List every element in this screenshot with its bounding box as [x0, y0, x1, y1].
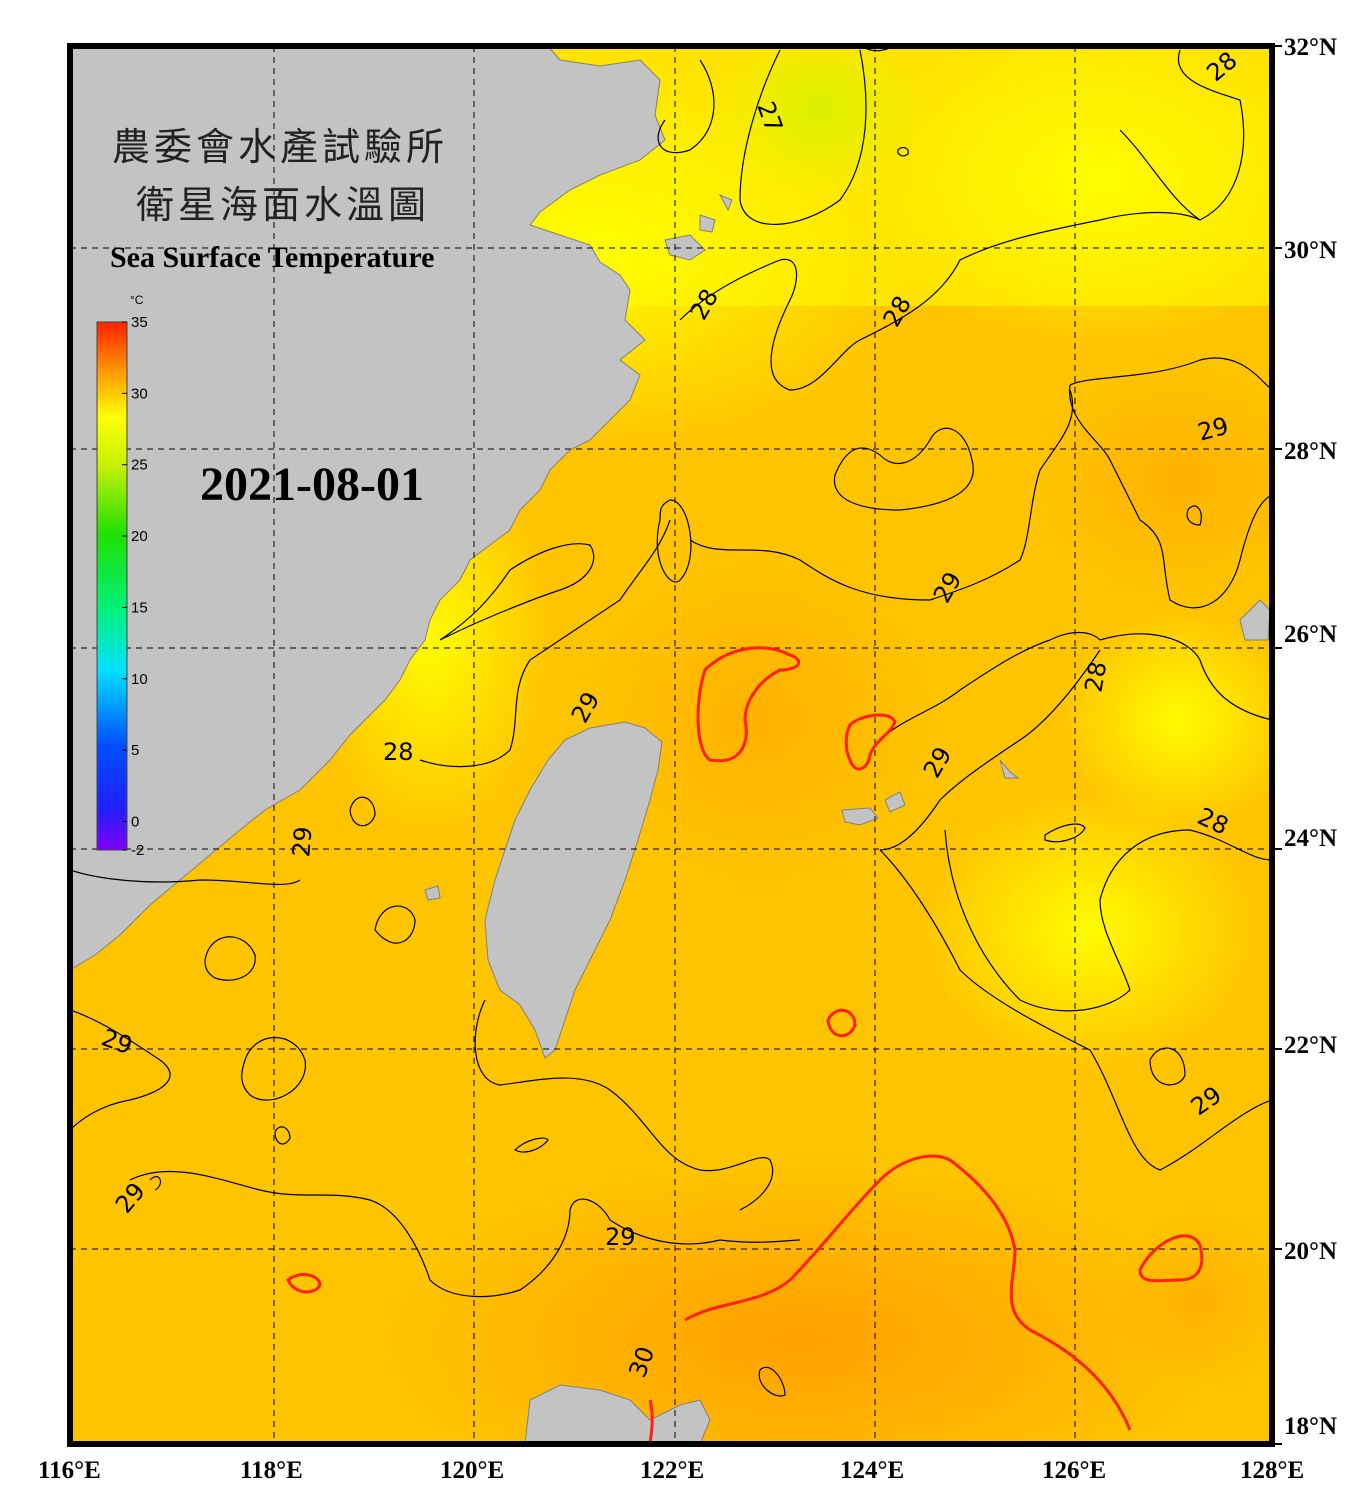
lon-label-120: 120°E [440, 1457, 504, 1484]
colorbar-ticks: 35 30 25 20 15 10 5 0 -2 [122, 314, 148, 859]
lon-label-128: 128°E [1240, 1457, 1304, 1484]
luzon-island [524, 1384, 711, 1444]
lon-label-126: 126°E [1042, 1457, 1106, 1484]
contour-label: 29 [287, 825, 318, 858]
colorbar-tick-label: 0 [131, 813, 139, 830]
longitude-labels: 116°E 118°E 120°E 122°E 124°E 126°E 128°… [38, 1457, 1304, 1484]
land-layer [70, 46, 1271, 1444]
title-english: Sea Surface Temperature [110, 241, 434, 274]
colorbar-tick-label: 10 [131, 671, 148, 688]
contour-lines [70, 46, 1272, 1397]
colorbar-gradient [96, 321, 128, 851]
colorbar-tick-label: 30 [131, 385, 148, 402]
date-label: 2021-08-01 [200, 458, 424, 511]
lat-label-30: 30°N [1284, 237, 1337, 264]
lat-label-22: 22°N [1284, 1032, 1337, 1059]
lon-label-124: 124°E [840, 1457, 904, 1484]
penghu-islands [424, 885, 441, 901]
colorbar-unit: °C [130, 293, 144, 307]
title-chinese-line1: 農委會水產試驗所 [112, 125, 448, 169]
sea-layer [70, 46, 1272, 1444]
zhoushan-islands [664, 194, 733, 261]
lon-label-122: 122°E [640, 1457, 704, 1484]
lat-label-24: 24°N [1284, 825, 1337, 852]
colorbar-tick-label: 25 [131, 457, 148, 474]
ryukyu-island [841, 807, 879, 826]
ryukyu-island-2 [884, 791, 906, 813]
colorbar-tick-label: 20 [131, 528, 148, 545]
map-frame [67, 43, 1275, 1447]
mainland-china [70, 46, 666, 971]
latitude-labels: 32°N 30°N 28°N 26°N 24°N 22°N 20°N 18°N [1284, 34, 1337, 1440]
lat-label-32: 32°N [1284, 34, 1337, 61]
lat-label-20: 20°N [1284, 1238, 1337, 1265]
colorbar-tick-label: 5 [131, 742, 139, 759]
okinawa-island [999, 759, 1020, 779]
colorbar-tick-label: -2 [131, 842, 144, 859]
contour-label: 29 [605, 1223, 636, 1251]
lon-label-118: 118°E [240, 1457, 303, 1484]
taiwan-island [484, 721, 663, 1059]
lat-label-26: 26°N [1284, 621, 1337, 648]
colorbar: °C 35 30 25 20 15 10 5 0 -2 [96, 293, 148, 859]
lat-label-18: 18°N [1284, 1413, 1337, 1440]
colorbar-tick-label: 15 [131, 599, 148, 616]
colorbar-tick-label: 35 [131, 314, 148, 331]
lat-label-28: 28°N [1284, 438, 1337, 465]
contour-label: 28 [383, 738, 414, 766]
contour-30 [286, 646, 1204, 1444]
lon-label-116: 116°E [38, 1457, 101, 1484]
frame-ticks [1272, 45, 1282, 1445]
contour-label: 28 [1079, 659, 1112, 694]
title-chinese-line2: 衛星海面水溫圖 [136, 183, 430, 227]
